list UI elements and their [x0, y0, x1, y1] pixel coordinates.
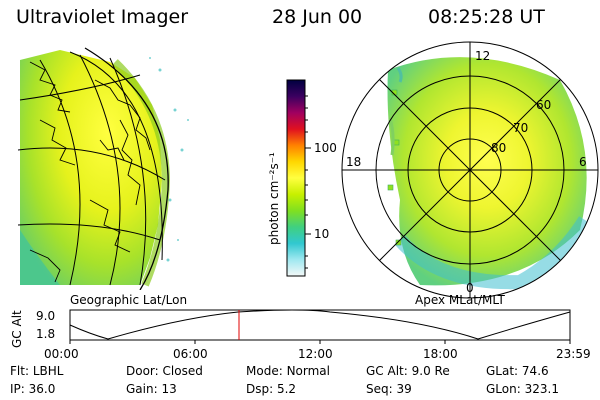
status-ip: IP: 36.0 [10, 382, 56, 396]
time-tick-0600: 06:00 [173, 347, 208, 361]
status-glon: GLon: 323.1 [486, 382, 559, 396]
mlt-label-12: 12 [475, 49, 490, 63]
time-tick-2359: 23:59 [556, 347, 591, 361]
colorbar-tick-100: 100 [314, 141, 337, 155]
date-label: 28 Jun 00 [272, 6, 363, 28]
polar-image [341, 41, 599, 299]
time-tick-1800: 18:00 [423, 347, 458, 361]
time-label: 08:25:28 UT [428, 6, 545, 28]
mlt-label-0: 0 [466, 281, 474, 295]
right-panel-caption: Apex MLat/MLT [415, 293, 505, 307]
altitude-track-plot [69, 309, 571, 344]
mlat-label-70: 70 [513, 121, 528, 135]
colorbar [286, 79, 306, 277]
status-glat: GLat: 74.6 [486, 364, 549, 378]
status-gc-alt: GC Alt: 9.0 Re [366, 364, 450, 378]
status-flt: Flt: LBHL [10, 364, 64, 378]
time-tick-0000: 00:00 [44, 347, 79, 361]
mlat-label-80: 80 [491, 141, 506, 155]
instrument-title: Ultraviolet Imager [16, 6, 189, 28]
time-tick-1200: 12:00 [298, 347, 333, 361]
altitude-ylabel: GC Alt [10, 310, 24, 348]
left-panel-caption: Geographic Lat/Lon [70, 293, 188, 307]
mlt-label-6: 6 [579, 155, 587, 169]
colorbar-tick-10: 10 [314, 227, 329, 241]
altitude-ytick-9: 9.0 [36, 309, 56, 323]
status-door: Door: Closed [126, 364, 203, 378]
mlt-label-18: 18 [346, 155, 361, 169]
mlat-label-60: 60 [536, 98, 551, 112]
status-dsp: Dsp: 5.2 [246, 382, 297, 396]
geographic-image [17, 47, 189, 290]
status-gain: Gain: 13 [126, 382, 177, 396]
status-mode: Mode: Normal [246, 364, 330, 378]
status-seq: Seq: 39 [366, 382, 412, 396]
altitude-ytick-1-8: 1.8 [36, 327, 56, 341]
colorbar-unit-label: photon cm⁻²s⁻¹ [267, 152, 281, 245]
